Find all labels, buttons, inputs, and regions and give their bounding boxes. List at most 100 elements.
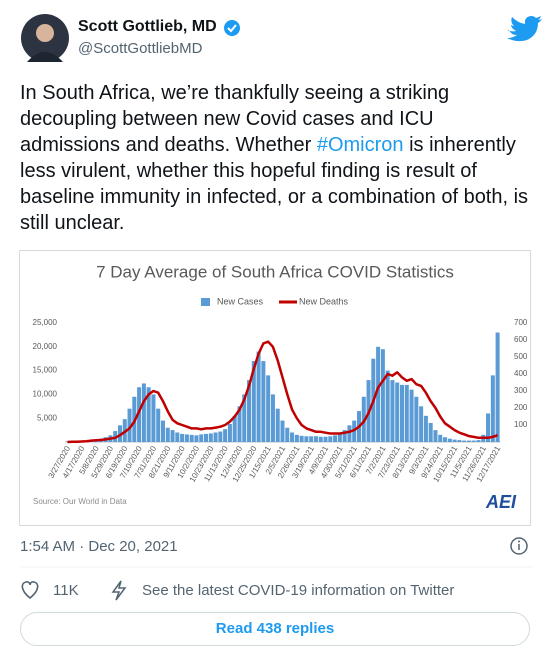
- bar: [490, 375, 495, 442]
- bar: [438, 434, 443, 442]
- bar: [447, 438, 452, 442]
- y-tick-label: 20,000: [33, 342, 58, 351]
- tweet-text: In South Africa, we’re thankfully seeing…: [20, 80, 535, 236]
- bar: [175, 432, 180, 442]
- bar: [275, 408, 280, 442]
- chart-title: 7 Day Average of South Africa COVID Stat…: [96, 262, 454, 281]
- y2-tick-label: 100: [514, 420, 528, 429]
- bar: [141, 383, 146, 442]
- bar: [428, 422, 433, 442]
- bar: [184, 434, 189, 442]
- legend-label: New Cases: [217, 296, 264, 306]
- bar: [237, 406, 242, 442]
- info-icon-dot: [518, 540, 520, 543]
- timestamp[interactable]: 1:54 AM · Dec 20, 2021: [20, 538, 178, 555]
- y2-tick-label: 400: [514, 369, 528, 378]
- info-icon[interactable]: [510, 537, 528, 555]
- bar: [476, 440, 481, 442]
- bar: [452, 439, 457, 442]
- bar: [170, 430, 175, 442]
- y-tick-label: 10,000: [33, 390, 58, 399]
- line: [67, 340, 499, 444]
- bar: [261, 361, 266, 442]
- chart-frame: [19, 250, 531, 526]
- verified-check: [227, 24, 237, 33]
- bar: [294, 434, 299, 442]
- bar: [127, 408, 132, 442]
- bar: [419, 406, 424, 442]
- bar: [247, 380, 252, 442]
- bar: [466, 440, 471, 442]
- twitter-logo[interactable]: [507, 16, 542, 42]
- y2-tick-label: 200: [514, 403, 528, 412]
- hashtag[interactable]: #Omicron: [316, 134, 404, 156]
- y2-tick-label: 500: [514, 352, 528, 361]
- bar: [433, 430, 438, 442]
- chart: 7 Day Average of South Africa COVID Stat…: [19, 250, 531, 526]
- bar: [189, 434, 194, 442]
- bar: [342, 430, 347, 442]
- bar: [290, 432, 295, 442]
- author-name[interactable]: Scott Gottlieb, MD: [78, 18, 217, 35]
- bar: [404, 384, 409, 442]
- covid-info-link[interactable]: See the latest COVID-19 information on T…: [142, 582, 455, 599]
- bar: [333, 435, 338, 442]
- bar: [462, 440, 467, 442]
- bar: [199, 434, 204, 442]
- bar: [213, 432, 218, 442]
- bar: [337, 433, 342, 442]
- author-handle[interactable]: @ScottGottliebMD: [78, 40, 203, 57]
- bar: [285, 427, 290, 442]
- bar: [208, 433, 213, 442]
- legend-label: New Deaths: [299, 296, 349, 306]
- y2-tick-label: 300: [514, 386, 528, 395]
- bar: [380, 349, 385, 442]
- text-part: is inherently less virulent, whether thi…: [20, 134, 529, 234]
- verified-badge: [224, 20, 240, 36]
- bar: [323, 436, 328, 442]
- bar: [309, 436, 314, 442]
- bar: [376, 346, 381, 442]
- bar: [318, 436, 323, 442]
- read-replies-button[interactable]: Read 438 replies: [20, 612, 530, 646]
- y-tick-label: 5,000: [37, 413, 58, 422]
- bar: [423, 415, 428, 442]
- bar: [256, 351, 261, 442]
- bar: [117, 425, 122, 442]
- bar: [165, 427, 170, 442]
- header-icons: [21, 14, 542, 62]
- bar: [486, 413, 491, 442]
- bar: [194, 435, 199, 442]
- bar: [227, 423, 232, 442]
- bar: [495, 332, 500, 442]
- like-icon[interactable]: [21, 581, 39, 600]
- bar: [266, 375, 271, 442]
- bar: [137, 387, 142, 442]
- bar: [395, 382, 400, 442]
- bar: [304, 436, 309, 442]
- text-part: In South Africa, we’re thankfully seeing…: [20, 82, 450, 156]
- bar: [457, 440, 462, 442]
- bar: [204, 433, 209, 442]
- bar: [160, 420, 166, 442]
- footer-icons: [20, 537, 533, 601]
- like-count[interactable]: 11K: [53, 582, 79, 599]
- logo: AEI: [485, 492, 517, 512]
- bar: [385, 370, 390, 442]
- y-tick-label: 15,000: [33, 366, 58, 375]
- bar: [347, 425, 352, 442]
- bar: [223, 429, 228, 442]
- bar: [242, 394, 247, 442]
- avatar-suit: [27, 52, 63, 62]
- y-tick-label: 25,000: [33, 318, 58, 327]
- bar: [443, 437, 448, 442]
- bar: [180, 433, 185, 442]
- bar: [414, 396, 419, 442]
- bar: [218, 431, 223, 442]
- bar: [156, 408, 161, 442]
- avatar-face: [36, 24, 54, 42]
- bar: [232, 415, 237, 442]
- bar: [299, 435, 304, 442]
- chart-source: Source: Our World in Data: [33, 497, 127, 506]
